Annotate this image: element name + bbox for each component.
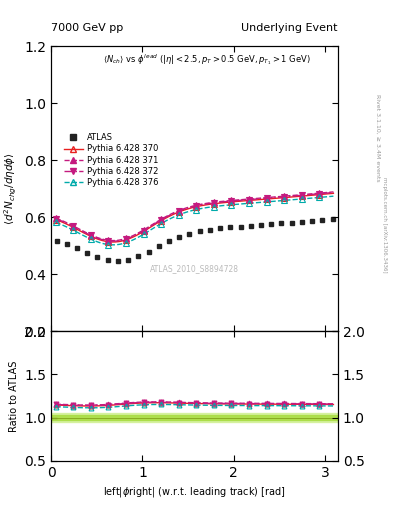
Text: 7000 GeV pp: 7000 GeV pp: [51, 23, 123, 33]
Text: Underlying Event: Underlying Event: [241, 23, 338, 33]
Text: $\langle N_{ch}\rangle$ vs $\phi^{lead}$ ($|\eta| < 2.5, p_{T} > 0.5$ GeV$, p_{T: $\langle N_{ch}\rangle$ vs $\phi^{lead}$…: [103, 52, 310, 67]
Bar: [51, 413, 338, 422]
X-axis label: left|$\phi$right| (w.r.t. leading track) [rad]: left|$\phi$right| (w.r.t. leading track)…: [103, 485, 286, 499]
Bar: [51, 415, 338, 420]
Text: ATLAS_2010_S8894728: ATLAS_2010_S8894728: [150, 264, 239, 273]
Text: Rivet 3.1.10, ≥ 3.4M events: Rivet 3.1.10, ≥ 3.4M events: [376, 94, 380, 182]
Y-axis label: Ratio to ATLAS: Ratio to ATLAS: [9, 360, 19, 432]
Text: mcplots.cern.ch [arXiv:1306.3436]: mcplots.cern.ch [arXiv:1306.3436]: [382, 178, 387, 273]
Y-axis label: $\langle d^2N_{chg}/d\eta d\phi\rangle$: $\langle d^2N_{chg}/d\eta d\phi\rangle$: [2, 152, 19, 225]
Legend: ATLAS, Pythia 6.428 370, Pythia 6.428 371, Pythia 6.428 372, Pythia 6.428 376: ATLAS, Pythia 6.428 370, Pythia 6.428 37…: [61, 130, 162, 190]
